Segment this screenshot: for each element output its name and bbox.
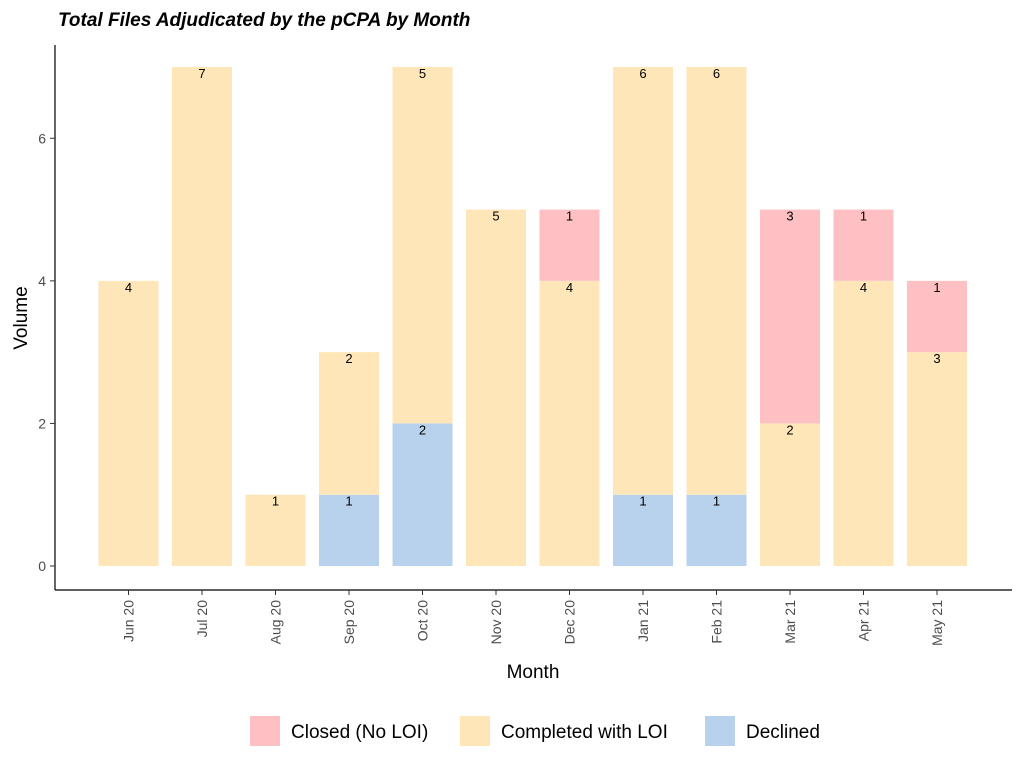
data-label: 1 [639, 494, 646, 509]
bar-segment-closed-no-loi--apr-21 [833, 209, 894, 281]
data-label: 1 [860, 209, 867, 224]
legend: Closed (No LOI) Completed with LOI Decline… [250, 716, 820, 746]
legend-swatch [705, 716, 735, 746]
x-tick-label: Nov 20 [488, 600, 504, 645]
bar-segment-completed-with-loi-may-21 [907, 352, 967, 566]
x-tick-label: Dec 20 [562, 600, 578, 645]
data-label: 4 [125, 280, 132, 295]
y-tick-label: 6 [38, 130, 46, 146]
x-tick-label: Aug 20 [268, 600, 284, 645]
data-label: 5 [492, 209, 499, 224]
x-tick-label: Apr 21 [856, 600, 872, 641]
bar-segment-completed-with-loi-jan-21 [613, 67, 673, 495]
y-tick-label: 0 [38, 558, 46, 574]
chart-title: Total Files Adjudicated by the pCPA by M… [58, 10, 470, 31]
bar-segment-completed-with-loi-aug-20 [245, 494, 306, 566]
x-tick-label: May 21 [929, 600, 945, 646]
data-label: 2 [419, 422, 426, 437]
bar-segment-completed-with-loi-feb-21 [686, 67, 747, 495]
bar-segment-declined-sep-20 [319, 494, 379, 566]
bar-segment-completed-with-loi-jul-20 [172, 67, 232, 566]
x-tick-label: Sep 20 [341, 600, 357, 645]
bar-segment-closed-no-loi--may-21 [907, 280, 967, 353]
data-label: 6 [639, 66, 646, 81]
x-tick-label: Jul 20 [194, 600, 210, 638]
bar-segment-closed-no-loi--mar-21 [760, 209, 820, 424]
data-label: 1 [933, 280, 940, 295]
bar-segment-declined-feb-21 [686, 494, 747, 566]
legend-label: Declined [746, 722, 820, 743]
legend-label: Closed (No LOI) [291, 722, 428, 743]
bar-segment-completed-with-loi-mar-21 [760, 423, 820, 566]
bar-segment-declined-jan-21 [613, 494, 673, 566]
bar-segment-completed-with-loi-oct-20 [392, 67, 453, 424]
y-tick-label: 2 [38, 415, 46, 431]
bar-segment-completed-with-loi-apr-21 [833, 280, 894, 566]
bar-segment-completed-with-loi-sep-20 [319, 352, 379, 495]
x-tick-label: Feb 21 [709, 600, 725, 644]
data-label: 5 [419, 66, 426, 81]
data-label: 6 [713, 66, 720, 81]
y-axis-title: Volume [11, 286, 32, 349]
x-tick-label: Oct 20 [415, 600, 431, 641]
x-tick-label: Mar 21 [782, 600, 798, 644]
bar-segment-completed-with-loi-jun-20 [98, 280, 159, 566]
data-label: 7 [198, 66, 205, 81]
bar-segment-closed-no-loi--dec-20 [539, 209, 600, 281]
data-label: 1 [713, 494, 720, 509]
data-label: 4 [566, 280, 573, 295]
y-tick-label: 4 [38, 273, 46, 289]
x-tick-label: Jun 20 [121, 600, 137, 642]
data-label: 2 [345, 351, 352, 366]
bar-segment-completed-with-loi-nov-20 [466, 209, 526, 567]
data-label: 1 [566, 209, 573, 224]
data-label: 3 [933, 351, 940, 366]
bar-segment-declined-oct-20 [392, 423, 453, 566]
x-tick-label: Jan 21 [635, 600, 651, 642]
data-label: 1 [272, 494, 279, 509]
legend-swatch [460, 716, 490, 746]
data-label: 4 [860, 280, 867, 295]
data-label: 1 [345, 494, 352, 509]
data-label: 3 [786, 209, 793, 224]
x-axis-title: Month [507, 662, 560, 683]
legend-swatch [250, 716, 280, 746]
legend-label: Completed with LOI [501, 722, 668, 743]
data-label: 2 [786, 422, 793, 437]
bar-segment-completed-with-loi-dec-20 [539, 280, 600, 566]
